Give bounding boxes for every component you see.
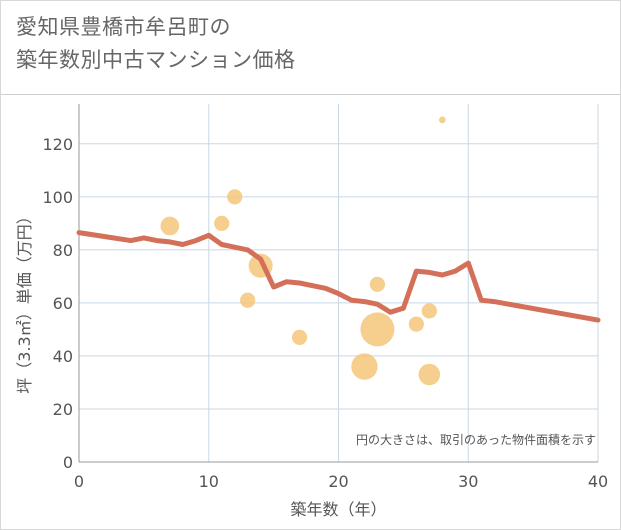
data-point-bubble (214, 215, 230, 231)
data-point-bubble (227, 189, 243, 205)
chart-title: 愛知県豊橋市牟呂町の 築年数別中古マンション価格 (16, 11, 296, 77)
data-point-bubble (438, 116, 446, 124)
data-point-bubble (351, 353, 378, 380)
title-divider (1, 94, 620, 95)
chart-title-line-2: 築年数別中古マンション価格 (16, 48, 296, 72)
y-tick-label: 120 (42, 135, 73, 154)
y-tick-label: 60 (53, 294, 73, 313)
data-point-bubble (291, 329, 308, 345)
x-tick-label: 20 (328, 472, 348, 491)
y-tick-label: 80 (53, 241, 73, 260)
y-tick-label: 100 (42, 188, 73, 207)
x-axis-label: 築年数（年） (290, 500, 386, 519)
y-tick-label: 20 (53, 400, 73, 419)
average-price-line (76, 230, 601, 323)
y-tick-label: 40 (53, 347, 73, 366)
x-tick-label: 0 (74, 472, 84, 491)
chart-title-line-1: 愛知県豊橋市牟呂町の (16, 15, 231, 39)
data-point-bubble (369, 276, 386, 292)
chart-annotation: 円の大きさは、取引のあった物件面積を示す (356, 432, 596, 447)
data-point-bubble (360, 312, 395, 347)
x-tick-label: 40 (588, 472, 608, 491)
data-point-bubble (408, 316, 424, 332)
data-point-bubble (160, 216, 180, 236)
data-point-bubble (418, 363, 441, 386)
x-tick-label: 10 (199, 472, 219, 491)
data-point-bubble (240, 292, 256, 308)
y-tick-label: 0 (63, 453, 73, 472)
x-tick-label: 30 (458, 472, 478, 491)
data-point-bubble (421, 303, 437, 319)
